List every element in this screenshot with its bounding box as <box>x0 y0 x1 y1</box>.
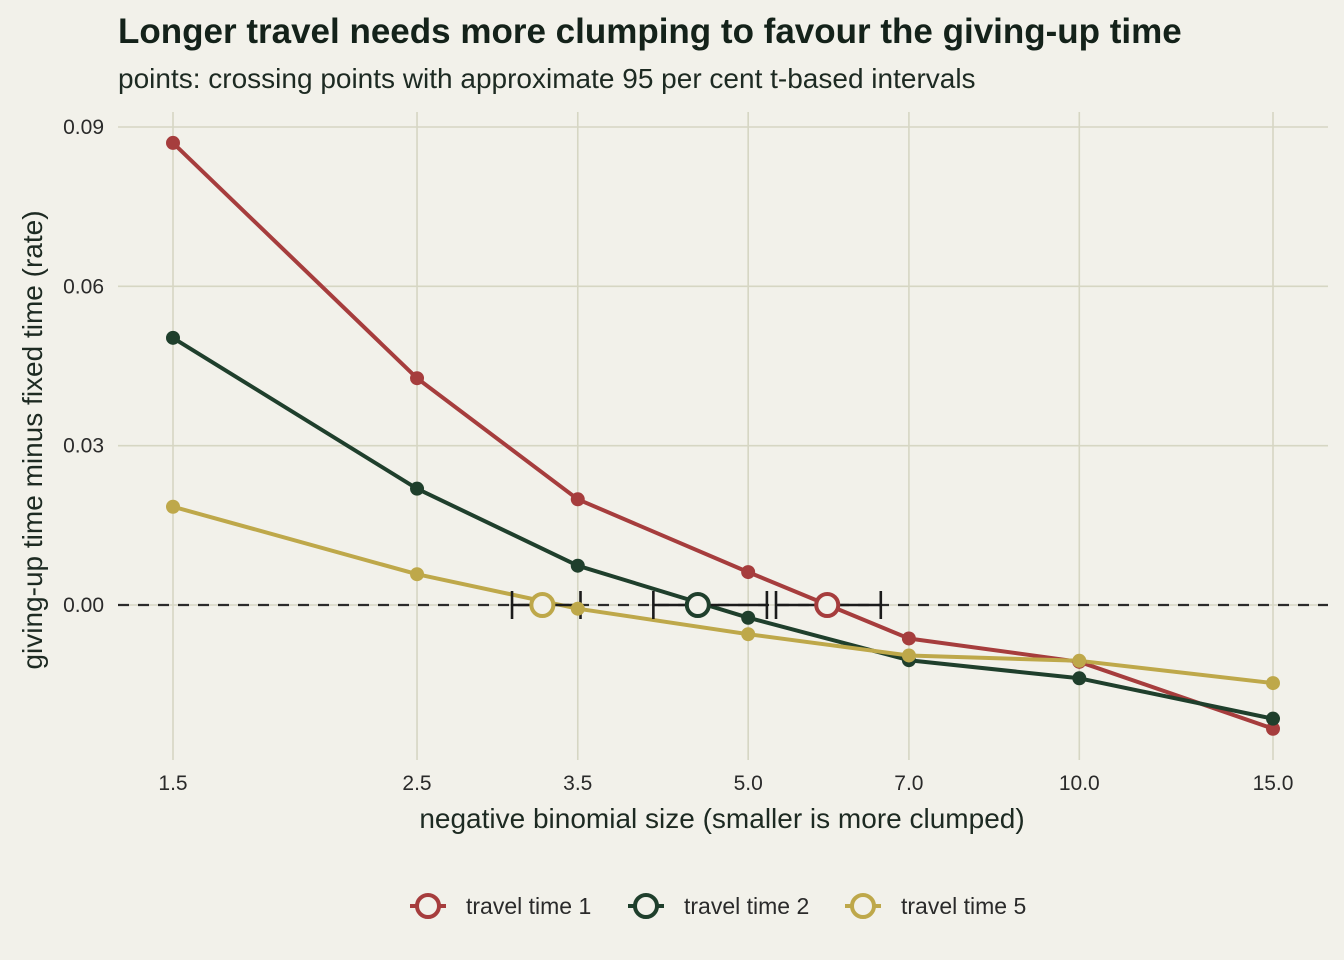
data-point <box>901 631 916 646</box>
legend-label: travel time 1 <box>466 893 591 919</box>
y-tick-label: 0.06 <box>63 275 104 298</box>
legend-item: travel time 2 <box>628 893 809 919</box>
legend-item: travel time 5 <box>845 893 1026 919</box>
data-point <box>166 330 180 345</box>
y-axis-label: giving-up time minus fixed time (rate) <box>17 210 48 669</box>
chart-subtitle: points: crossing points with approximate… <box>118 63 976 94</box>
x-tick-label: 1.5 <box>158 772 187 795</box>
x-axis-ticks: 1.5 2.5 3.5 5.0 7.0 10.0 15.0 <box>158 772 1293 795</box>
data-point <box>741 565 756 580</box>
x-axis-label: negative binomial size (smaller is more … <box>419 803 1024 834</box>
gridlines <box>118 112 1328 760</box>
legend-swatch-marker <box>850 893 876 919</box>
x-tick-label: 15.0 <box>1253 772 1294 795</box>
data-point <box>741 627 756 642</box>
x-tick-label: 10.0 <box>1059 772 1100 795</box>
y-tick-label: 0.09 <box>63 116 104 139</box>
series-points <box>166 135 1280 736</box>
data-point <box>741 610 756 625</box>
legend-item: travel time 1 <box>410 893 591 919</box>
legend: travel time 1 travel time 2 travel time 5 <box>410 893 1026 919</box>
data-point <box>410 481 425 496</box>
x-tick-label: 3.5 <box>563 772 592 795</box>
series-line-3 <box>172 504 1274 686</box>
legend-label: travel time 5 <box>901 893 1026 919</box>
legend-swatch-marker <box>633 893 659 919</box>
data-point <box>166 135 180 150</box>
x-tick-label: 5.0 <box>734 772 763 795</box>
data-point <box>1072 653 1087 668</box>
data-point <box>1266 711 1280 726</box>
legend-swatch-marker <box>415 893 441 919</box>
data-point <box>410 567 425 582</box>
series-lines <box>171 141 1274 731</box>
data-point <box>410 371 425 386</box>
data-point <box>570 558 585 573</box>
data-point <box>570 492 585 507</box>
data-point <box>166 499 180 514</box>
chart-title: Longer travel needs more clumping to fav… <box>118 12 1182 51</box>
legend-label: travel time 2 <box>684 893 809 919</box>
y-tick-label: 0.03 <box>63 435 104 458</box>
data-point <box>1266 721 1280 736</box>
data-point <box>1072 671 1087 686</box>
x-tick-label: 7.0 <box>894 772 923 795</box>
series-line-1 <box>171 141 1274 731</box>
x-tick-label: 2.5 <box>402 772 431 795</box>
data-point <box>570 601 585 616</box>
crossing-point <box>814 592 841 618</box>
crossing-points <box>529 592 841 618</box>
series-line-2 <box>171 336 1274 721</box>
y-axis-ticks: 0.00 0.03 0.06 0.09 <box>63 116 104 617</box>
crossing-point <box>529 592 556 618</box>
y-tick-label: 0.00 <box>63 594 104 617</box>
data-point <box>1266 676 1280 691</box>
crossing-point <box>684 592 711 618</box>
data-point <box>901 648 916 663</box>
